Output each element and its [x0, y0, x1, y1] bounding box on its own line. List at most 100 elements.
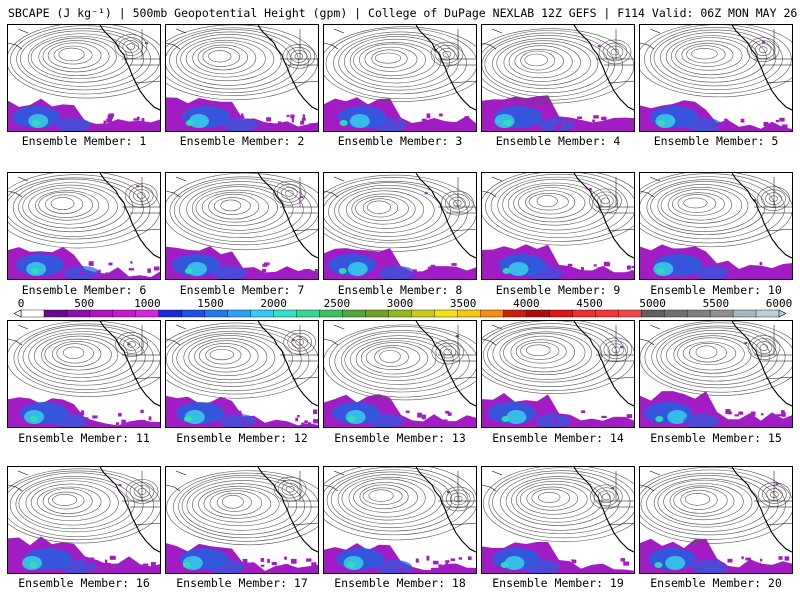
colorbar-swatch [365, 309, 390, 318]
map-panel-svg [8, 321, 160, 427]
map-panel-svg [640, 25, 792, 131]
colorbar-swatch [204, 309, 229, 318]
ensemble-map-panel [165, 320, 319, 428]
cape-shading [482, 346, 634, 427]
ensemble-member-label: Ensemble Member: 18 [334, 576, 466, 590]
map-panel-svg [640, 173, 792, 279]
geopotential-height-contours [640, 173, 792, 248]
geopotential-height-contours [8, 25, 160, 99]
colorbar-tick-label: 500 [74, 297, 95, 310]
colorbar-swatch [755, 309, 780, 318]
geopotential-height-contours [640, 467, 792, 544]
ensemble-member-label: Ensemble Member: 3 [337, 134, 463, 148]
ensemble-map-panel [323, 172, 477, 280]
cape-shading [324, 335, 476, 427]
colorbar-swatch [135, 309, 160, 318]
colorbar-tick-label: 2000 [260, 297, 287, 310]
colorbar-swatch [640, 309, 665, 318]
cape-shading [482, 188, 634, 279]
ensemble-member-label: Ensemble Member: 4 [495, 134, 621, 148]
colorbar-tick-label: 4500 [576, 297, 603, 310]
colorbar-swatch [549, 309, 573, 318]
colorbar-swatch [434, 309, 459, 318]
colorbar-swatch [273, 309, 298, 318]
ensemble-map-panel [165, 466, 319, 574]
ensemble-member-label: Ensemble Member: 2 [179, 134, 305, 148]
coastline [640, 467, 792, 553]
page-title: SBCAPE (J kg⁻¹) | 500mb Geopotential Hei… [8, 6, 800, 20]
map-panel-svg [640, 467, 792, 573]
colorbar-tick-label: 2500 [323, 297, 351, 310]
map-panel-svg [324, 173, 476, 279]
coastline [482, 467, 634, 553]
ensemble-map-panel [7, 466, 161, 574]
colorbar-tick-label: 1000 [134, 297, 161, 310]
colorbar-tick-label: 3000 [386, 297, 414, 310]
cape-shading [640, 342, 792, 427]
ensemble-member-label: Ensemble Member: 19 [492, 576, 624, 590]
map-panel-svg [482, 467, 634, 573]
ensemble-map-panel [323, 320, 477, 428]
coastline [324, 467, 476, 553]
ensemble-member-label: Ensemble Member: 6 [21, 283, 147, 297]
cape-shading [324, 192, 476, 279]
coastline [482, 25, 634, 111]
colorbar-swatch [158, 309, 183, 318]
colorbar-end-arrow [14, 309, 22, 318]
map-panel-svg [8, 25, 160, 131]
ensemble-map-panel [481, 320, 635, 428]
geopotential-height-contours [166, 470, 318, 546]
colorbar-swatch [43, 309, 68, 318]
colorbar-swatch [526, 309, 551, 318]
colorbar-tick-label: 5500 [702, 297, 730, 310]
colorbar-swatch [457, 309, 482, 318]
ensemble-member-label: Ensemble Member: 16 [18, 576, 150, 590]
cape-shading [482, 45, 634, 131]
colorbar-tick-label: 1500 [197, 297, 224, 310]
coastline [8, 467, 160, 553]
geopotential-height-contours [482, 28, 634, 104]
colorbar [14, 309, 786, 318]
ensemble-map-panel [7, 172, 161, 280]
cape-shading [640, 41, 792, 131]
colorbar-tick-label: 5000 [639, 297, 666, 310]
map-panel-svg [482, 173, 634, 279]
colorbar-swatch [732, 309, 757, 318]
ensemble-member-label: Ensemble Member: 12 [176, 431, 308, 445]
colorbar-tick-label: 3500 [449, 297, 477, 310]
geopotential-height-contours [324, 324, 476, 401]
geopotential-height-contours [166, 25, 318, 101]
ensemble-member-label: Ensemble Member: 1 [21, 134, 147, 148]
map-panel-svg [324, 321, 476, 427]
colorbar-swatch [227, 309, 252, 318]
geopotential-height-contours [8, 321, 160, 397]
colorbar-swatch [709, 309, 734, 318]
cape-shading [166, 38, 318, 131]
map-panel-svg [166, 467, 318, 573]
coastline [8, 173, 160, 259]
colorbar-end-arrow [778, 309, 786, 318]
colorbar-swatch [503, 309, 528, 318]
colorbar-swatch [618, 309, 642, 318]
ensemble-map-panel [7, 24, 161, 132]
coastline [324, 173, 476, 259]
geopotential-height-contours [324, 174, 476, 252]
geopotential-height-contours [166, 322, 318, 399]
geopotential-height-contours [8, 468, 160, 544]
coastline [640, 173, 792, 259]
cape-shading [8, 484, 160, 573]
cape-shading [166, 196, 318, 279]
ensemble-map-panel [481, 466, 635, 574]
colorbar-swatch [595, 309, 619, 318]
colorbar-swatch [663, 309, 688, 318]
colorbar-swatch [296, 309, 321, 318]
colorbar-swatch [411, 309, 436, 318]
map-panel-svg [166, 173, 318, 279]
ensemble-map-panel [481, 172, 635, 280]
ensemble-member-label: Ensemble Member: 15 [650, 431, 782, 445]
colorbar-tick-label: 6000 [765, 297, 793, 310]
ensemble-member-label: Ensemble Member: 13 [334, 431, 466, 445]
coastline [640, 25, 792, 111]
colorbar-swatch [250, 309, 275, 318]
ensemble-member-label: Ensemble Member: 7 [179, 283, 305, 297]
